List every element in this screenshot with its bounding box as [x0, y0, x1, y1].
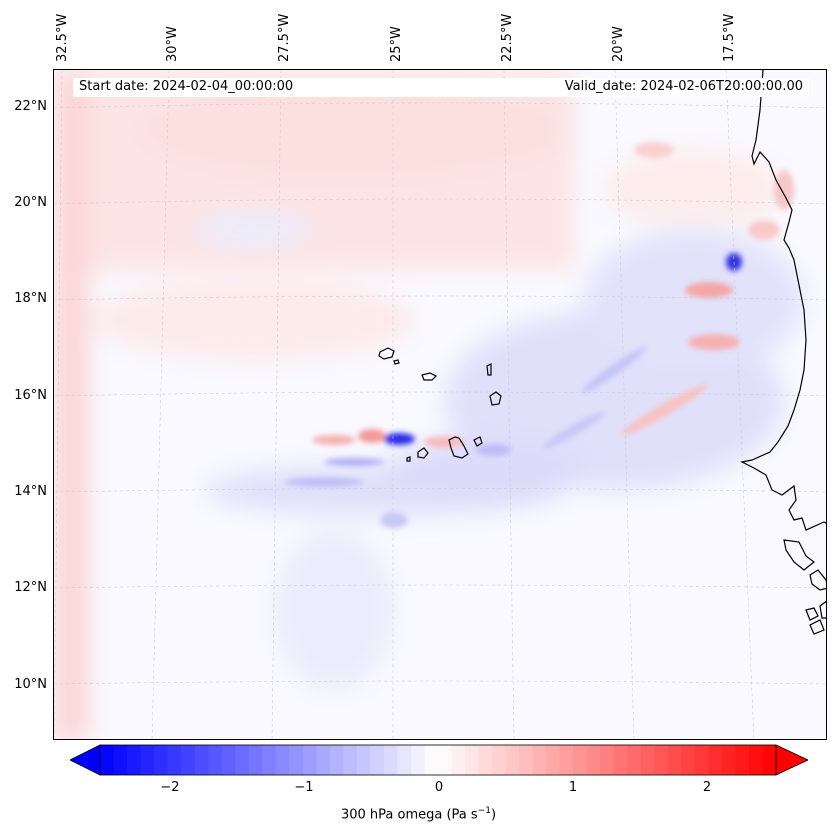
map-canvas	[54, 70, 826, 739]
colorbar-cell	[519, 745, 534, 775]
colorbar-cell	[383, 745, 398, 775]
colorbar-max-extend	[775, 744, 808, 776]
lat-label-12n: 12°N	[14, 580, 47, 595]
info-bar: Start date: 2024-02-04_00:00:00 Valid_da…	[73, 78, 809, 97]
start-date-label: Start date: 2024-02-04_00:00:00	[79, 79, 294, 94]
colorbar-label: 300 hPa omega (Pa s−1)	[340, 806, 497, 823]
lon-label-25w: 25°W	[389, 26, 404, 62]
colorbar-cell	[735, 745, 750, 775]
colorbar-tick-0: 0	[434, 780, 444, 795]
lat-label-20n: 20°N	[14, 195, 47, 210]
colorbar-cell	[140, 745, 155, 775]
colorbar-cell	[208, 745, 223, 775]
colorbar-cell	[640, 745, 655, 775]
lon-label-20w: 20°W	[611, 26, 626, 62]
colorbar-cell	[127, 745, 142, 775]
lon-label-32.5w: 32.5°W	[55, 13, 70, 62]
map-frame: Start date: 2024-02-04_00:00:00 Valid_da…	[53, 69, 827, 740]
colorbar	[70, 744, 808, 776]
lat-label-16n: 16°N	[14, 388, 47, 403]
colorbar-tick-neg1: −1	[294, 780, 314, 795]
colorbar-cells	[100, 745, 777, 775]
omega-negative-band	[194, 210, 804, 690]
colorbar-cell	[721, 745, 736, 775]
lon-label-30w: 30°W	[165, 26, 180, 62]
colorbar-cell	[181, 745, 196, 775]
colorbar-cell	[667, 745, 682, 775]
colorbar-cell	[262, 745, 277, 775]
colorbar-cell	[438, 745, 453, 775]
lon-label-17.5w: 17.5°W	[722, 13, 737, 62]
colorbar-cell	[465, 745, 480, 775]
lat-label-22n: 22°N	[14, 99, 47, 114]
lat-label-10n: 10°N	[14, 677, 47, 692]
colorbar-cell	[194, 745, 209, 775]
colorbar-cell	[532, 745, 547, 775]
colorbar-cell	[505, 745, 520, 775]
colorbar-cell	[289, 745, 304, 775]
lon-label-22.5w: 22.5°W	[500, 13, 515, 62]
lat-label-14n: 14°N	[14, 484, 47, 499]
colorbar-cell	[370, 745, 385, 775]
colorbar-cell	[627, 745, 642, 775]
colorbar-cell	[154, 745, 169, 775]
colorbar-cell	[343, 745, 358, 775]
cape-verde-islands	[378, 347, 502, 462]
colorbar-cell	[113, 745, 128, 775]
colorbar-cell	[167, 745, 182, 775]
colorbar-cell	[397, 745, 412, 775]
colorbar-tick-neg2: −2	[160, 780, 180, 795]
colorbar-cell	[694, 745, 709, 775]
colorbar-cell	[654, 745, 669, 775]
omega-fine-structures	[284, 142, 794, 528]
colorbar-cell	[559, 745, 574, 775]
colorbar-tick-2: 2	[702, 780, 712, 795]
colorbar-cell	[708, 745, 723, 775]
colorbar-cell	[410, 745, 425, 775]
lat-label-18n: 18°N	[14, 291, 47, 306]
colorbar-cell	[316, 745, 331, 775]
colorbar-cell	[329, 745, 344, 775]
colorbar-cell	[100, 745, 115, 775]
colorbar-cell	[748, 745, 763, 775]
valid-date-label: Valid_date: 2024-02-06T20:00:00.00	[564, 79, 803, 94]
colorbar-border	[99, 744, 777, 776]
colorbar-cell	[546, 745, 561, 775]
colorbar-cell	[586, 745, 601, 775]
africa-coastline	[740, 70, 826, 635]
colorbar-cell	[451, 745, 466, 775]
colorbar-cell	[478, 745, 493, 775]
colorbar-cell	[613, 745, 628, 775]
colorbar-cell	[681, 745, 696, 775]
colorbar-cell	[356, 745, 371, 775]
colorbar-cell	[573, 745, 588, 775]
colorbar-min-extend	[70, 744, 101, 776]
colorbar-cell	[235, 745, 250, 775]
colorbar-cell	[600, 745, 615, 775]
colorbar-cell	[762, 745, 777, 775]
colorbar-tick-1: 1	[568, 780, 578, 795]
colorbar-cell	[424, 745, 439, 775]
colorbar-cell	[248, 745, 263, 775]
graticule	[54, 70, 826, 739]
lon-label-27.5w: 27.5°W	[277, 13, 292, 62]
colorbar-cell	[302, 745, 317, 775]
colorbar-cell	[492, 745, 507, 775]
colorbar-cell	[221, 745, 236, 775]
colorbar-cell	[275, 745, 290, 775]
